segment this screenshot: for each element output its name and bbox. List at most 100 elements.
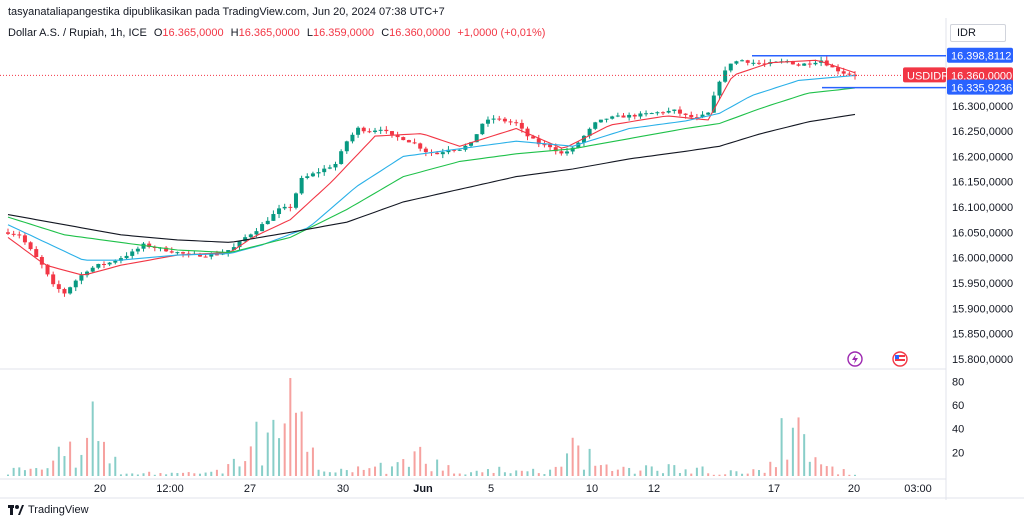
volume-bar (611, 470, 614, 476)
volume-bar (628, 467, 631, 476)
candle-body (384, 129, 389, 132)
candle-body (796, 64, 801, 66)
candle-body (73, 280, 78, 288)
time-tick-label: 10 (586, 483, 598, 495)
candle-body (452, 149, 457, 151)
us-flag-icon[interactable] (892, 351, 908, 367)
candle-body (581, 135, 586, 143)
price-tick-label: 15.850,0000 (952, 329, 1013, 341)
candle-body (649, 113, 654, 115)
volume-bar (803, 434, 806, 476)
time-tick-label: 20 (94, 483, 106, 495)
tradingview-logo[interactable]: TradingView (8, 504, 89, 516)
ohlc-legend: Dollar A.S. / Rupiah, 1h, ICE O16.365,00… (8, 27, 545, 39)
volume-bar (678, 473, 681, 476)
volume-bar (639, 470, 642, 476)
volume-bar (289, 378, 292, 476)
candle-body (542, 144, 547, 146)
brand-name: TradingView (28, 504, 89, 516)
candle-body (536, 138, 541, 145)
volume-bar (588, 448, 591, 476)
volume-bar (86, 437, 89, 476)
candle-body (305, 176, 310, 178)
candle-body (6, 232, 10, 234)
candle-body (412, 142, 417, 144)
volume-bar (763, 472, 766, 476)
candle-body (655, 112, 660, 114)
candle-body (135, 248, 140, 252)
volume-bar (808, 461, 811, 476)
low-price-tag-bg (947, 79, 1013, 95)
candle-body (367, 131, 372, 133)
candle-body (790, 61, 795, 65)
time-tick-label: 12:00 (156, 483, 184, 495)
candle-body (401, 137, 406, 141)
volume-bar (774, 467, 777, 476)
volume-bar (244, 461, 247, 476)
volume-bar (520, 470, 523, 476)
currency-selector[interactable]: IDR (950, 24, 1006, 42)
volume-bar (492, 472, 495, 476)
volume-bar (136, 474, 139, 476)
low-label: L (306, 27, 313, 39)
low-price-tag: 16.335,9236 (951, 83, 1012, 95)
symbol-title: Dollar A.S. / Rupiah, 1h, ICE (8, 27, 147, 39)
candle-body (395, 134, 400, 138)
volume-bar (594, 465, 597, 476)
candle-body (418, 143, 423, 149)
candle-body (356, 127, 361, 135)
candle-body (254, 231, 259, 235)
volume-bar (12, 467, 15, 476)
candle-body (474, 134, 479, 143)
volume-bar (549, 469, 552, 476)
candle-body (700, 114, 705, 118)
volume-bar (300, 411, 303, 476)
candle-body (435, 152, 440, 155)
candle-body (813, 62, 818, 65)
volume-bar (650, 466, 653, 476)
candle-body (666, 110, 671, 113)
candle-body (565, 151, 570, 154)
candle-body (610, 116, 615, 119)
volume-bar (249, 446, 252, 476)
candle-body (757, 62, 762, 64)
volume-bar (46, 468, 49, 476)
price-tick-label: 15.900,0000 (952, 303, 1013, 315)
volume-bar (131, 473, 134, 476)
candle-body (56, 284, 61, 290)
volume-bar (571, 437, 574, 476)
time-tick-label: 03:00 (904, 483, 932, 495)
published-line: tasyanataliapangestika dipublikasikan pa… (8, 6, 445, 18)
candle-body (847, 73, 852, 75)
candle-body (389, 131, 394, 135)
candle-body (802, 63, 807, 66)
volume-bar (227, 464, 230, 476)
volume-bar (153, 474, 156, 476)
volume-bar (165, 474, 168, 476)
volume-bar (379, 462, 382, 476)
candle-body (373, 130, 378, 132)
volume-bar (633, 473, 636, 476)
candle-body (186, 253, 191, 255)
volume-bar (695, 467, 698, 476)
candle-body (576, 142, 581, 148)
candle-body (723, 70, 728, 82)
volume-bar (402, 459, 405, 476)
volume-bar (436, 459, 439, 476)
price-tick-label: 15.800,0000 (952, 354, 1013, 366)
volume-bar (108, 463, 111, 476)
time-tick-label: Jun (413, 483, 433, 495)
volume-bar (746, 473, 749, 476)
open-label: O (153, 27, 163, 39)
lightning-icon[interactable] (847, 351, 863, 367)
volume-bar (334, 472, 337, 476)
volume-bar (475, 470, 478, 476)
volume-bar (311, 447, 314, 476)
volume-bar (554, 466, 557, 476)
low-value: 16.359,0000 (312, 27, 375, 39)
candle-body (745, 60, 750, 63)
candle-body (113, 260, 118, 263)
candle-body (485, 119, 490, 124)
candle-body (677, 109, 682, 114)
